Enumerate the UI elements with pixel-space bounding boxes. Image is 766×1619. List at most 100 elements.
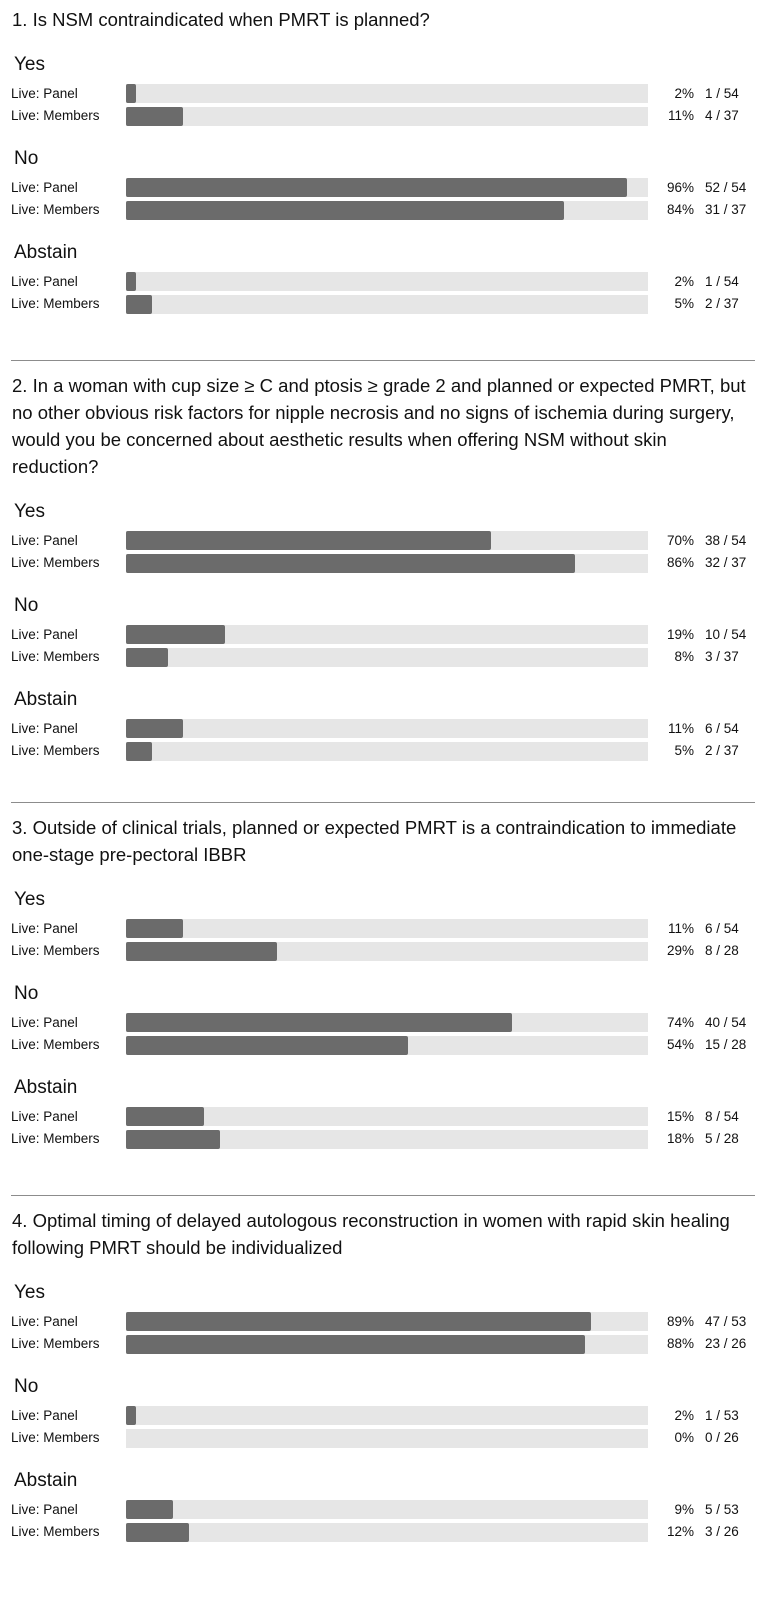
- option-label: No: [14, 148, 39, 169]
- percent-label: 11%: [667, 108, 694, 123]
- percent-label: 12%: [666, 1524, 694, 1539]
- option-label: No: [14, 983, 39, 1004]
- bar-fill: [126, 84, 137, 103]
- group-label: Live: Members: [11, 555, 100, 570]
- bar-track: [126, 106, 648, 126]
- percent-label: 11%: [667, 920, 694, 936]
- bar-track: [126, 553, 648, 573]
- bar-track: [126, 531, 648, 550]
- bar-fill: [126, 1129, 220, 1149]
- bar-fill: [126, 1107, 205, 1126]
- count-label: 0 / 26: [705, 1430, 739, 1445]
- group-label: Live: Panel: [11, 1313, 78, 1329]
- group-label: Live: Members: [11, 202, 100, 217]
- section-divider: [11, 1195, 755, 1196]
- option-label: Yes: [14, 501, 45, 522]
- group-label: Live: Panel: [11, 920, 78, 936]
- percent-label: 5%: [674, 743, 694, 758]
- group-label: Live: Panel: [11, 1014, 78, 1030]
- count-label: 52 / 54: [705, 179, 747, 195]
- percent-label: 2%: [674, 273, 694, 289]
- bar-track: [126, 1406, 648, 1425]
- bar-track: [126, 84, 648, 103]
- count-label: 31 / 37: [705, 202, 747, 217]
- option-label: Abstain: [14, 1470, 78, 1491]
- count-label: 4 / 37: [705, 108, 739, 123]
- percent-label: 70%: [666, 532, 694, 548]
- count-label: 10 / 54: [705, 626, 747, 642]
- question-title: 2. In a woman with cup size ≥ C and ptos…: [12, 375, 746, 477]
- bar-track: [126, 1013, 648, 1032]
- group-label: Live: Panel: [11, 532, 78, 548]
- bar-fill: [126, 106, 184, 126]
- bar-fill: [126, 1035, 408, 1055]
- group-label: Live: Members: [11, 943, 100, 958]
- bar-track: [126, 719, 648, 738]
- bar-fill: [126, 625, 226, 644]
- bar-fill: [126, 719, 184, 738]
- percent-label: 2%: [674, 85, 694, 101]
- count-label: 23 / 26: [705, 1336, 747, 1351]
- group-label: Live: Members: [11, 649, 100, 664]
- bar-fill: [126, 1406, 137, 1425]
- question-title: 1. Is NSM contraindicated when PMRT is p…: [12, 9, 430, 30]
- bar-track: [126, 294, 648, 314]
- bar-track: [126, 647, 648, 667]
- option-label: No: [14, 1376, 39, 1397]
- section-divider: [11, 360, 755, 361]
- bar-track: [126, 741, 648, 761]
- count-label: 5 / 53: [705, 1501, 739, 1517]
- group-label: Live: Members: [11, 1336, 100, 1351]
- percent-label: 2%: [674, 1407, 694, 1423]
- group-label: Live: Panel: [11, 720, 78, 736]
- percent-label: 0%: [674, 1430, 694, 1445]
- percent-label: 88%: [666, 1336, 694, 1351]
- percent-label: 86%: [666, 555, 694, 570]
- group-label: Live: Members: [11, 1524, 100, 1539]
- group-label: Live: Members: [11, 108, 100, 123]
- bar-track: [126, 941, 648, 961]
- count-label: 2 / 37: [705, 296, 739, 311]
- bar-fill: [126, 294, 153, 314]
- bar-track: [126, 1500, 648, 1519]
- percent-label: 18%: [666, 1131, 694, 1146]
- bar-fill: [126, 741, 153, 761]
- count-label: 3 / 37: [705, 649, 739, 664]
- bar-track: [126, 1522, 648, 1542]
- bar-track: [126, 272, 648, 291]
- question-title: 3. Outside of clinical trials, planned o…: [12, 817, 737, 865]
- option-label: Yes: [14, 1282, 45, 1303]
- bar-fill: [126, 272, 137, 291]
- bar-track: [126, 200, 648, 220]
- bar-fill: [126, 941, 278, 961]
- percent-label: 74%: [666, 1014, 694, 1030]
- option-label: No: [14, 595, 39, 616]
- group-label: Live: Panel: [11, 85, 78, 101]
- bar-track: [126, 1312, 648, 1331]
- percent-label: 54%: [666, 1037, 694, 1052]
- percent-label: 5%: [674, 296, 694, 311]
- count-label: 6 / 54: [705, 720, 739, 736]
- bar-track: [126, 1129, 648, 1149]
- count-label: 5 / 28: [705, 1131, 739, 1146]
- count-label: 38 / 54: [705, 532, 747, 548]
- bar-track: [126, 1428, 648, 1448]
- option-label: Abstain: [14, 689, 78, 710]
- bar-fill: [126, 1312, 591, 1331]
- bar-fill: [126, 647, 168, 667]
- count-label: 1 / 54: [705, 85, 739, 101]
- bar-track: [126, 1035, 648, 1055]
- count-label: 15 / 28: [705, 1037, 747, 1052]
- group-label: Live: Members: [11, 1430, 100, 1445]
- count-label: 32 / 37: [705, 555, 747, 570]
- bar-fill: [126, 919, 184, 938]
- bar-fill: [126, 1334, 586, 1354]
- count-label: 8 / 28: [705, 943, 739, 958]
- percent-label: 19%: [666, 626, 694, 642]
- percent-label: 84%: [666, 202, 694, 217]
- option-label: Yes: [14, 889, 45, 910]
- option-label: Abstain: [14, 242, 78, 263]
- bar-fill: [126, 1522, 189, 1542]
- bar-track: [126, 625, 648, 644]
- percent-label: 29%: [666, 943, 694, 958]
